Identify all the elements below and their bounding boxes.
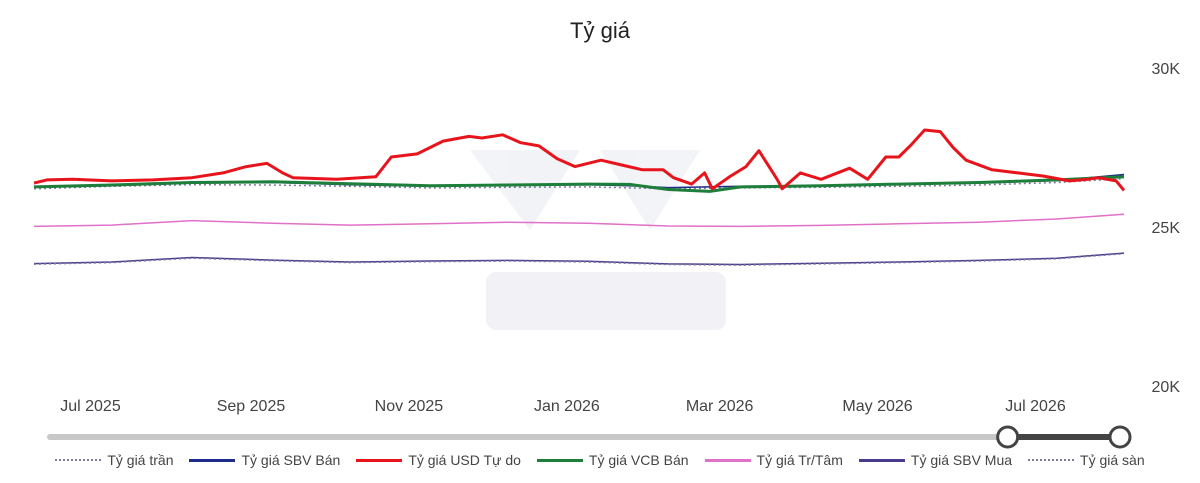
legend-item[interactable]: Tỷ giá trần xyxy=(55,452,173,468)
x-tick-label: Jul 2025 xyxy=(60,398,121,415)
legend-item[interactable]: Tỷ giá SBV Mua xyxy=(858,452,1013,468)
legend-label: Tỷ giá sàn xyxy=(1080,452,1145,468)
y-tick-label: 30K xyxy=(1152,61,1181,78)
legend-swatch xyxy=(858,458,905,462)
legend-swatch xyxy=(189,458,236,462)
series-line-6[interactable] xyxy=(33,252,1125,266)
legend-item[interactable]: Tỷ giá USD Tự do xyxy=(356,452,521,468)
series-line-2[interactable] xyxy=(33,128,1126,192)
x-tick-label: Sep 2025 xyxy=(217,398,286,415)
y-tick-label: 25K xyxy=(1152,220,1181,237)
series-lines xyxy=(33,128,1126,266)
legend-label: Tỷ giá trần xyxy=(107,452,174,468)
legend-swatch xyxy=(704,458,751,462)
legend-item[interactable]: Tỷ giá VCB Bán xyxy=(536,452,689,468)
x-tick-label: Mar 2026 xyxy=(686,398,754,415)
series-line-4[interactable] xyxy=(33,213,1125,228)
slider-handle-right[interactable] xyxy=(1108,425,1132,449)
series-line-5[interactable] xyxy=(33,252,1125,266)
slider-handle-left[interactable] xyxy=(996,425,1020,449)
legend-item[interactable]: Tỷ giá Tr/Tâm xyxy=(704,452,843,468)
chart-title: Tỷ giá xyxy=(570,18,630,43)
legend-label: Tỷ giá USD Tự do xyxy=(408,452,521,468)
legend-label: Tỷ giá SBV Bán xyxy=(241,452,341,468)
legend-swatch xyxy=(1028,459,1075,461)
range-slider[interactable] xyxy=(47,425,1132,449)
legend-item[interactable]: Tỷ giá sàn xyxy=(1028,452,1145,468)
legend-swatch xyxy=(356,458,403,462)
legend-label: Tỷ giá SBV Mua xyxy=(910,452,1013,468)
x-tick-label: Jan 2026 xyxy=(534,398,600,415)
x-tick-label: Jul 2026 xyxy=(1005,398,1066,415)
legend-label: Tỷ giá VCB Bán xyxy=(588,452,689,468)
y-axis: 30K 25K 20K xyxy=(1152,61,1181,396)
legend: Tỷ giá trần Tỷ giá SBV Bán Tỷ giá USD Tự d… xyxy=(0,452,1200,468)
x-axis: Jul 2025 Sep 2025 Nov 2025 Jan 2026 Mar 2026… xyxy=(60,398,1066,415)
x-tick-label: May 2026 xyxy=(842,398,912,415)
watermark-logo xyxy=(470,150,726,330)
x-tick-label: Nov 2025 xyxy=(375,398,444,415)
series-line-3[interactable] xyxy=(33,175,1125,193)
legend-label: Tỷ giá Tr/Tâm xyxy=(756,452,843,468)
legend-swatch xyxy=(55,459,102,461)
legend-item[interactable]: Tỷ giá SBV Bán xyxy=(189,452,340,468)
legend-swatch xyxy=(536,458,583,462)
y-tick-label: 20K xyxy=(1152,379,1181,396)
